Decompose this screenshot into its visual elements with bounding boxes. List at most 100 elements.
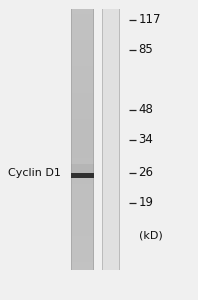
Bar [102,192,120,194]
Bar [71,140,94,142]
Bar [102,74,120,77]
Bar [102,220,120,223]
Bar [71,126,94,129]
Bar [102,152,120,155]
Bar [71,64,94,66]
Bar [102,171,120,173]
Bar [102,40,120,43]
Bar [71,85,94,87]
Bar [102,27,120,30]
Bar [102,87,120,90]
Bar [102,129,120,132]
Bar [102,126,120,129]
Bar [71,187,94,189]
Bar [71,152,94,155]
Bar [102,210,120,213]
Bar [102,200,120,202]
Bar [71,147,94,150]
Text: Cyclin D1: Cyclin D1 [8,167,61,178]
Bar [71,53,94,56]
Bar [71,164,94,173]
Bar [102,48,120,51]
Text: 26: 26 [139,166,154,179]
Bar [71,215,94,218]
Bar [71,56,94,58]
Bar [102,106,120,108]
Bar [102,95,120,98]
Bar [71,233,94,236]
Bar [71,226,94,228]
Bar [71,38,94,40]
Bar [102,244,120,247]
Bar [102,77,120,80]
Bar [102,233,120,236]
Bar [71,247,94,249]
Bar [71,252,94,254]
Bar [102,38,120,40]
Bar [102,218,120,220]
Bar [71,178,94,181]
Bar [102,35,120,38]
Bar [71,106,94,108]
Bar [71,262,94,265]
Bar [71,137,94,140]
Bar [71,80,94,82]
Bar [102,22,120,25]
Bar [102,145,120,147]
Bar [102,14,120,17]
Text: 117: 117 [139,13,161,26]
Bar [71,239,94,241]
Bar [102,150,120,152]
Bar [71,69,94,72]
Bar [102,215,120,218]
Bar [102,247,120,249]
Bar [102,184,120,187]
Bar [71,118,94,121]
Text: 19: 19 [139,196,154,209]
Text: 48: 48 [139,103,153,116]
Bar [71,95,94,98]
Bar [71,200,94,202]
Bar [102,100,120,103]
Bar [71,267,94,270]
Bar [102,134,120,137]
Bar [71,254,94,257]
Bar [102,226,120,228]
Bar [71,158,94,160]
Bar [102,20,120,22]
Bar [102,231,120,233]
Bar [71,129,94,132]
Bar [71,236,94,239]
Bar [102,207,120,210]
Bar [102,239,120,241]
Bar [102,260,120,262]
Bar [102,178,120,181]
Bar [71,257,94,260]
Bar [102,254,120,257]
Bar [102,140,120,142]
Bar [71,20,94,22]
Bar [71,173,94,176]
Bar [71,40,94,43]
Bar [71,249,94,252]
Bar [102,223,120,226]
Text: (kD): (kD) [139,230,162,241]
Bar [71,9,72,270]
Bar [102,82,120,85]
Bar [102,262,120,265]
Bar [71,166,94,168]
Bar [71,22,94,25]
Bar [102,64,120,66]
Bar [71,103,94,106]
Bar [71,213,94,215]
Bar [102,267,120,270]
Text: 85: 85 [139,43,153,56]
Bar [102,160,120,163]
Bar [71,142,94,145]
Bar [71,228,94,231]
Bar [71,27,94,30]
Bar [102,155,120,158]
Bar [71,218,94,220]
Bar [102,189,120,192]
Bar [102,205,120,207]
